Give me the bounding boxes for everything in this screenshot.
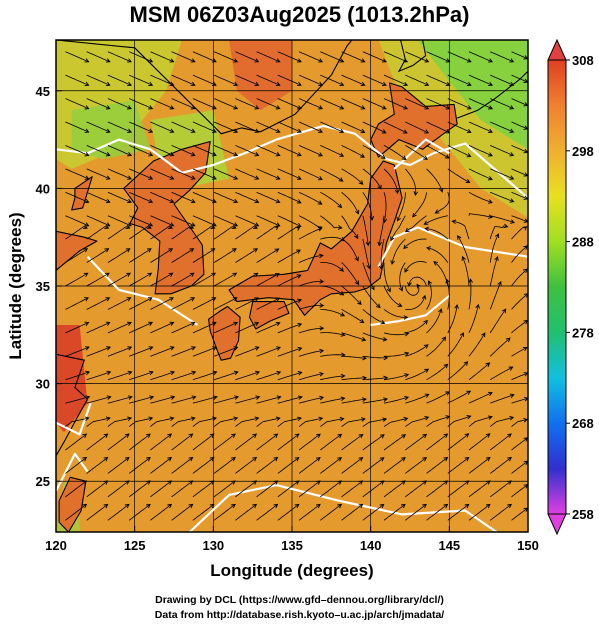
plot-area [56,40,528,532]
colorbar-ramp [547,59,567,515]
colorbar-tick-label: 298 [572,144,594,159]
contour-line [56,402,92,436]
streamline-paths [65,51,528,521]
y-tick-label: 25 [36,474,50,489]
grid-lines [56,40,528,532]
streamline-arrowheads [82,55,528,512]
colorbar-min-arrow [547,513,567,536]
colorbar-max-arrow [547,38,567,61]
contour-line [86,255,199,326]
kuril-islands [457,70,528,119]
x-tick-label: 135 [281,538,303,553]
colorbar-tick-label: 288 [572,235,594,250]
x-axis-label: Longitude (degrees) [210,561,373,580]
cooler-region-manchuria [71,100,151,160]
contour-line [56,452,89,492]
y-tick-label: 45 [36,84,50,99]
y-axis-label: Latitude (degrees) [6,212,25,359]
colorbar-tick-label: 278 [572,325,594,340]
x-tick-label: 140 [360,538,382,553]
colorbar-tick-label: 268 [572,416,594,431]
credit-data: Data from http://database.rish.kyoto–u.a… [154,609,445,621]
x-tick-label: 125 [124,538,146,553]
sakhalin-coastline [397,40,427,73]
x-axis: 120 125 130 135 140 145 150 [45,526,539,553]
x-tick-label: 130 [202,538,224,553]
y-tick-label: 35 [36,279,50,294]
contour-line [370,294,451,327]
colorbar: 258 268 278 288 298 308 [547,38,594,536]
contour-line [377,226,528,268]
y-tick-label: 30 [36,377,50,392]
y-axis: 25 30 35 40 45 [36,84,62,489]
x-tick-label: 145 [438,538,460,553]
honshu [228,160,403,316]
warm-region-china-coast [56,325,88,433]
colorbar-tick-label: 258 [572,507,594,522]
colorbar-tick-label: 308 [572,53,594,68]
warm-region-north [229,40,292,111]
x-tick-label: 120 [45,538,67,553]
cooler-region-northeast [417,40,528,150]
land-layer [56,40,528,532]
mainland-coastline [56,40,353,135]
x-tick-label: 150 [517,538,539,553]
y-tick-label: 40 [36,181,50,196]
korean-peninsula [123,140,211,295]
contour-line [188,484,498,532]
shandong-peninsula [56,230,98,271]
streamlines [65,51,528,521]
credit-drawing: Drawing by DCL (https://www.gfd–dennou.o… [155,594,444,606]
chart-title: MSM 06Z03Aug2025 (1013.2hPa) [129,2,470,27]
hokkaido [370,82,458,158]
